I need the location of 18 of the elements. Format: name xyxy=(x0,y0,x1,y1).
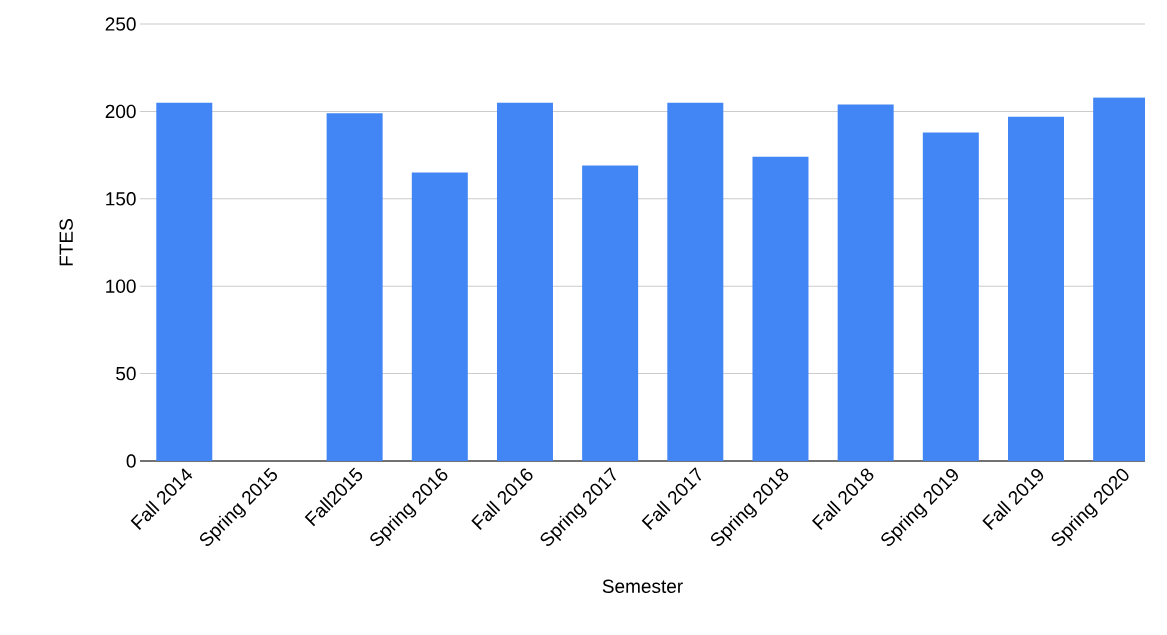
bar xyxy=(752,156,809,461)
bar xyxy=(156,102,213,461)
bar xyxy=(837,104,894,461)
y-tick-label: 150 xyxy=(106,192,136,206)
y-tick-label: 200 xyxy=(105,104,136,119)
y-tick-label: 250 xyxy=(105,17,136,31)
y-tick-label: 0 xyxy=(126,454,136,468)
bar xyxy=(411,172,468,461)
bar xyxy=(326,113,383,461)
y-tick-label: 50 xyxy=(116,366,136,381)
bar xyxy=(1008,116,1064,461)
y-tick-label: 100 xyxy=(106,279,136,293)
bar xyxy=(496,102,553,461)
bar xyxy=(582,165,639,461)
bar xyxy=(667,102,724,461)
x-axis-title: Semester xyxy=(602,579,683,593)
y-axis-title: FTES xyxy=(59,219,73,266)
bar xyxy=(922,132,979,461)
